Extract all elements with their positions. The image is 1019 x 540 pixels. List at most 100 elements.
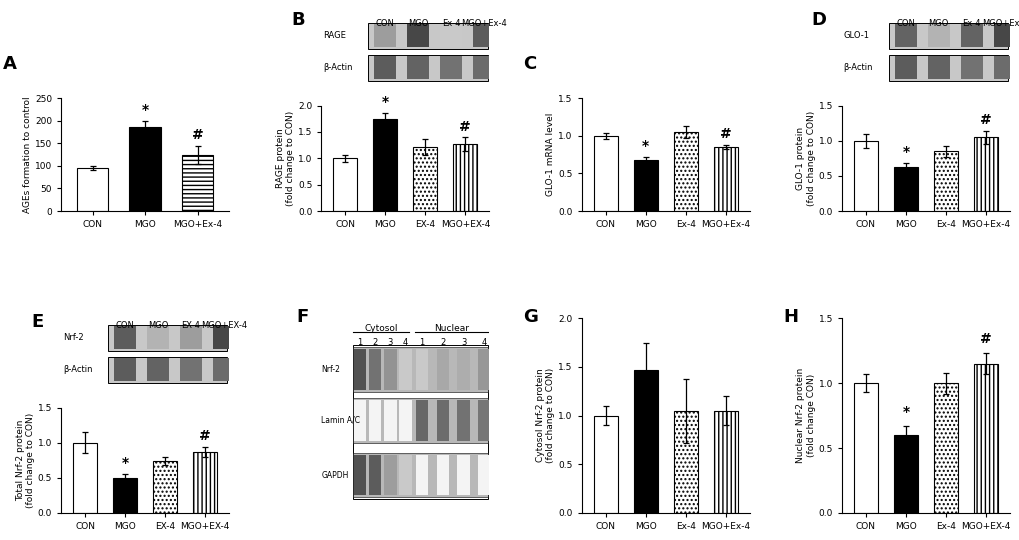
Text: 2: 2: [372, 338, 377, 347]
Text: Nrf-2: Nrf-2: [63, 333, 84, 342]
Bar: [436, 400, 448, 441]
Bar: [398, 349, 412, 390]
Text: MGO: MGO: [408, 19, 428, 28]
Bar: [673, 411, 697, 513]
Bar: [129, 127, 161, 211]
Y-axis label: Nuclear Nrf-2 protein
(fold change CON): Nuclear Nrf-2 protein (fold change CON): [796, 368, 815, 463]
Bar: [633, 370, 657, 513]
Bar: [927, 56, 949, 79]
Text: 3: 3: [387, 338, 392, 347]
Bar: [333, 158, 357, 211]
Y-axis label: Total Nrf-2 protein
(fold change to CON): Total Nrf-2 protein (fold change to CON): [15, 413, 35, 508]
Bar: [147, 358, 169, 381]
Text: A: A: [2, 55, 16, 73]
Bar: [440, 24, 462, 48]
Bar: [473, 56, 494, 79]
Bar: [213, 326, 234, 349]
Bar: [108, 357, 227, 382]
Bar: [973, 363, 997, 513]
Text: 4: 4: [481, 338, 486, 347]
Bar: [354, 400, 366, 441]
Bar: [180, 358, 202, 381]
Text: B: B: [291, 11, 305, 29]
Bar: [452, 144, 477, 211]
Bar: [416, 349, 428, 390]
Bar: [353, 346, 487, 500]
Bar: [593, 416, 618, 513]
Text: MGO: MGO: [148, 321, 168, 330]
Bar: [853, 383, 877, 513]
Bar: [960, 56, 981, 79]
Text: *: *: [121, 456, 128, 470]
Text: 1: 1: [357, 338, 363, 347]
Text: β-Actin: β-Actin: [323, 63, 353, 72]
Text: CON: CON: [375, 19, 394, 28]
Bar: [933, 383, 957, 513]
Text: β-Actin: β-Actin: [63, 365, 93, 374]
Bar: [440, 56, 462, 79]
Bar: [114, 358, 136, 381]
Bar: [894, 24, 916, 48]
Bar: [354, 455, 366, 496]
Bar: [853, 141, 877, 211]
Bar: [888, 55, 1007, 80]
Text: D: D: [811, 11, 825, 29]
Text: #: #: [979, 333, 990, 347]
Bar: [673, 132, 697, 211]
Bar: [713, 411, 737, 513]
Bar: [416, 455, 428, 496]
Bar: [407, 56, 429, 79]
Y-axis label: AGEs formation to control: AGEs formation to control: [23, 96, 33, 213]
Text: #: #: [192, 127, 203, 141]
Text: 1: 1: [419, 338, 424, 347]
Bar: [436, 349, 448, 390]
Text: EX-4: EX-4: [181, 321, 201, 330]
Bar: [374, 24, 395, 48]
Bar: [368, 55, 487, 80]
Text: Nrf-2: Nrf-2: [321, 365, 340, 374]
Text: #: #: [719, 127, 731, 141]
Text: RAGE: RAGE: [323, 31, 345, 40]
Text: Nuclear: Nuclear: [434, 324, 469, 333]
Bar: [369, 349, 381, 390]
Text: #: #: [199, 429, 211, 443]
Bar: [354, 349, 366, 390]
Bar: [76, 168, 108, 211]
Bar: [368, 23, 487, 49]
Text: GAPDH: GAPDH: [321, 470, 348, 480]
Bar: [593, 136, 618, 211]
Bar: [927, 24, 949, 48]
Bar: [960, 24, 981, 48]
Text: Cytosol: Cytosol: [364, 324, 397, 333]
Y-axis label: RAGE protein
(fold change to CON): RAGE protein (fold change to CON): [275, 111, 294, 206]
Y-axis label: Cytosol Nrf-2 protein
(fold change to CON): Cytosol Nrf-2 protein (fold change to CO…: [536, 368, 555, 463]
Text: E: E: [31, 313, 43, 331]
Bar: [398, 455, 412, 496]
Bar: [114, 326, 136, 349]
Text: 4: 4: [403, 338, 408, 347]
Text: F: F: [296, 308, 308, 327]
Text: #: #: [979, 113, 990, 127]
Bar: [193, 452, 217, 513]
Text: *: *: [142, 103, 149, 117]
Bar: [353, 398, 487, 443]
Bar: [933, 151, 957, 211]
Bar: [383, 455, 396, 496]
Bar: [369, 455, 381, 496]
Text: #: #: [459, 119, 471, 133]
Bar: [893, 435, 917, 513]
Bar: [993, 24, 1015, 48]
Text: H: H: [783, 308, 797, 327]
Bar: [893, 167, 917, 211]
Bar: [353, 347, 487, 392]
Bar: [383, 349, 396, 390]
Text: CON: CON: [896, 19, 914, 28]
Text: Ex-4: Ex-4: [441, 19, 460, 28]
Bar: [180, 326, 202, 349]
Text: CON: CON: [115, 321, 135, 330]
Bar: [633, 160, 657, 211]
Bar: [416, 400, 428, 441]
Text: *: *: [641, 139, 648, 153]
Bar: [369, 400, 381, 441]
Y-axis label: GLO-1 protein
(fold change to CON): GLO-1 protein (fold change to CON): [796, 111, 815, 206]
